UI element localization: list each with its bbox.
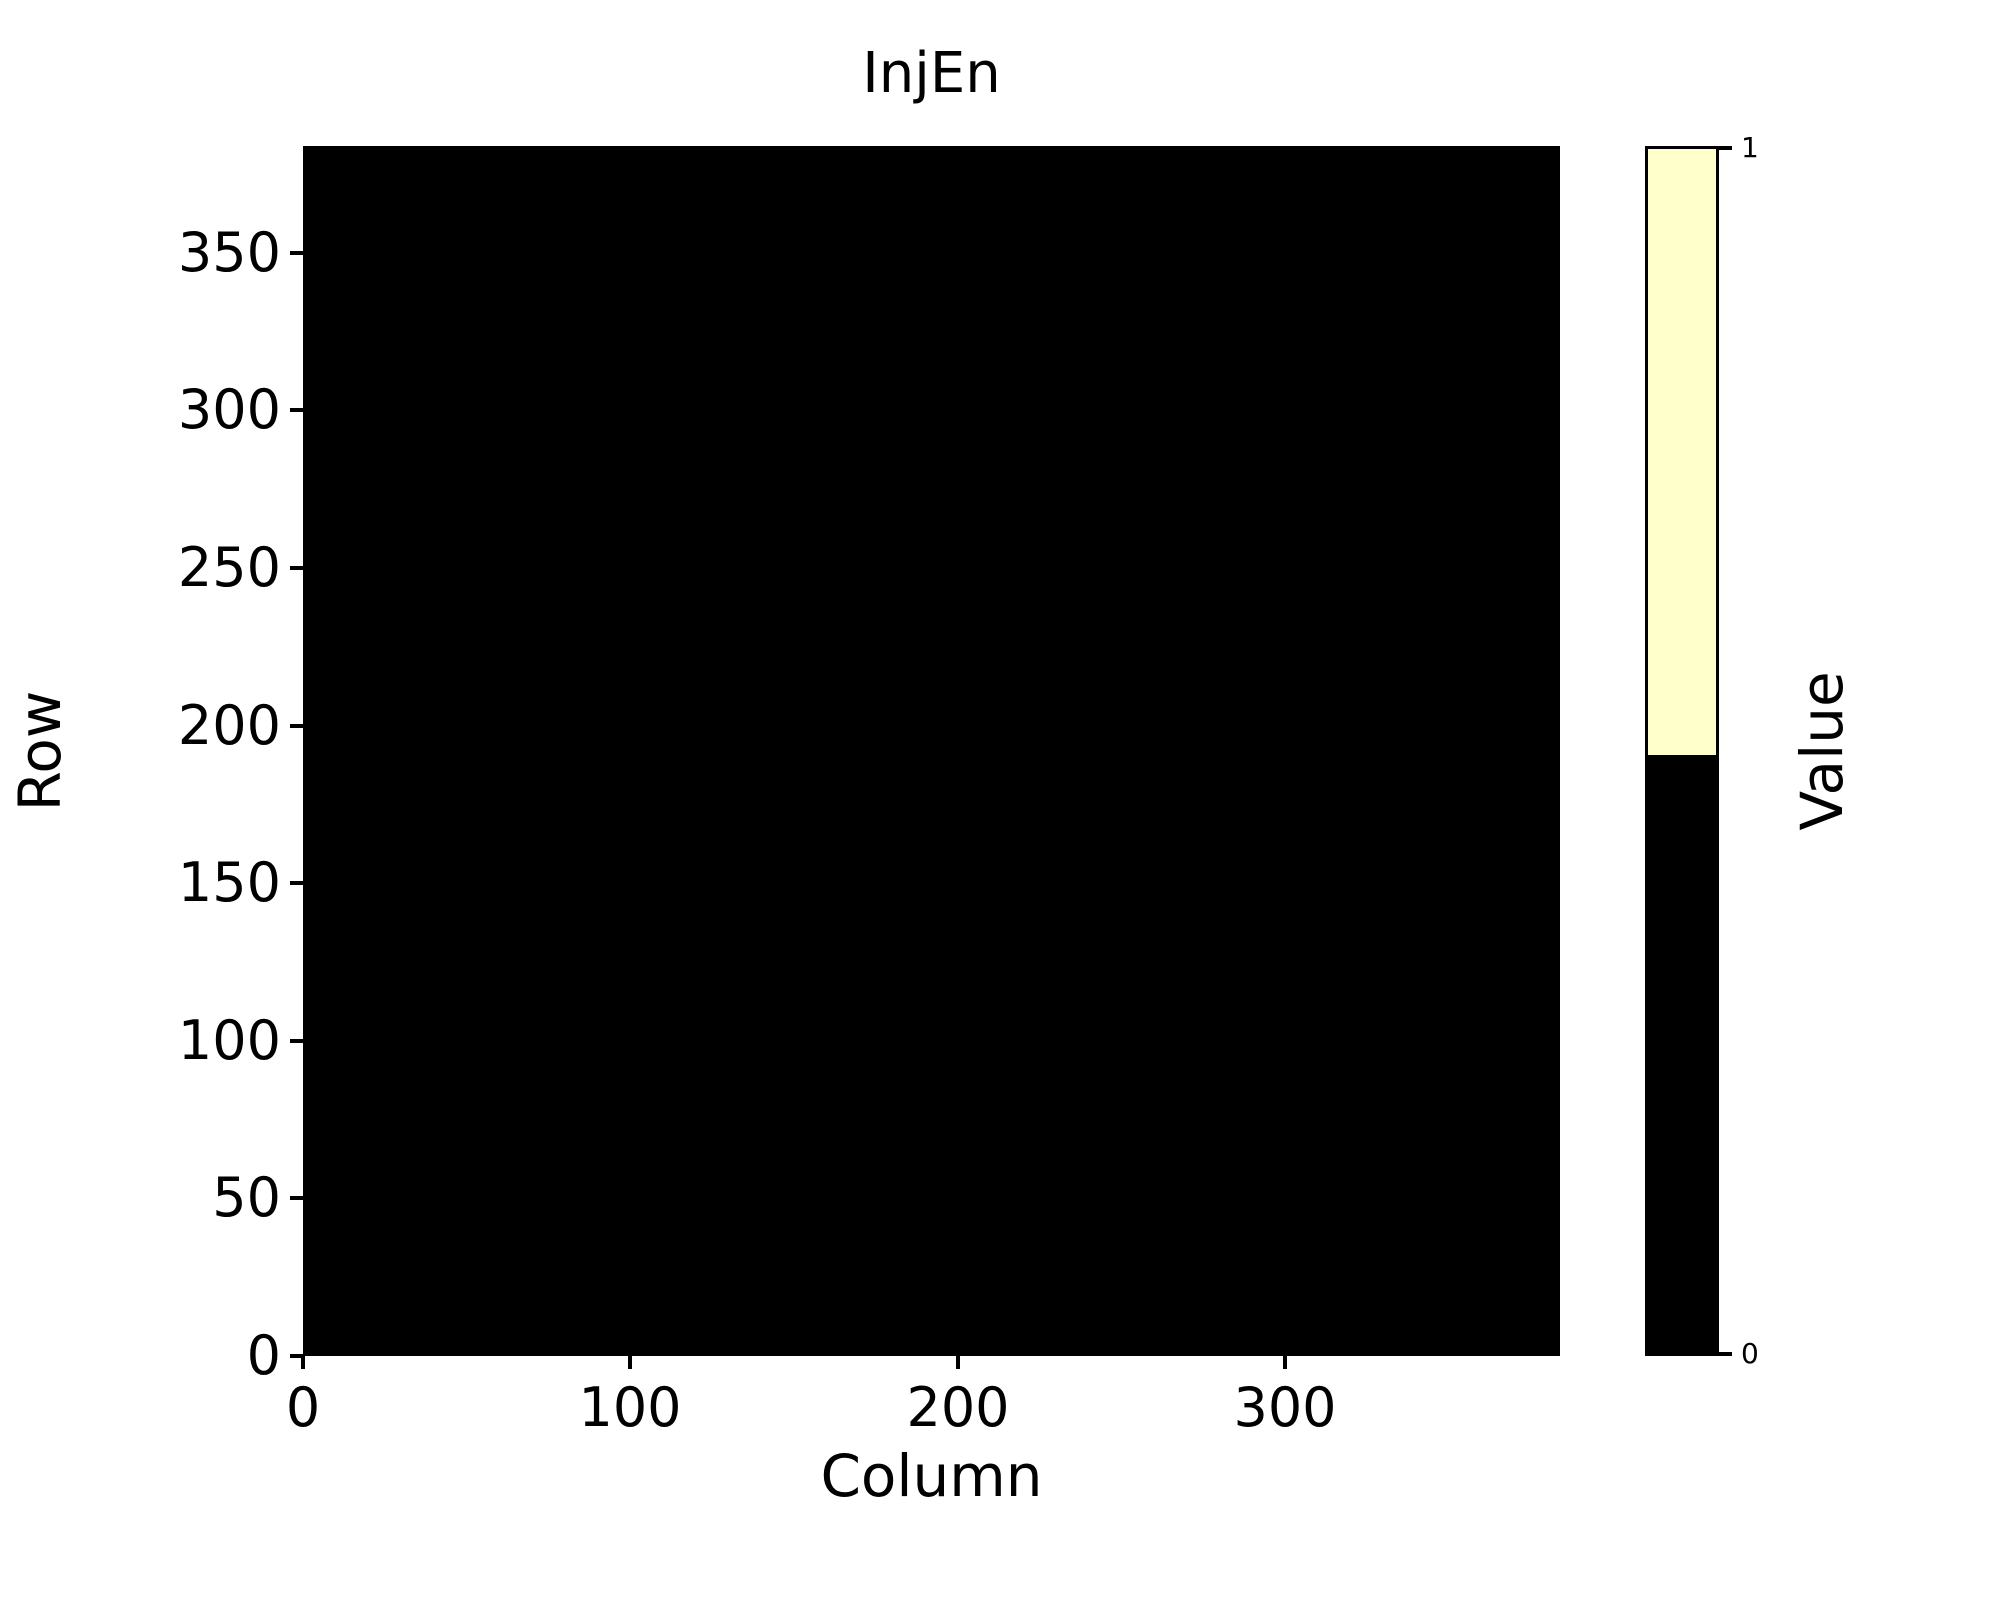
x-tick-mark xyxy=(301,1356,305,1369)
y-tick-mark xyxy=(290,1039,303,1043)
y-tick-label: 0 xyxy=(246,1324,281,1387)
y-tick-label: 350 xyxy=(177,221,281,284)
colorbar[interactable] xyxy=(1645,146,1719,1356)
x-tick-label: 300 xyxy=(1233,1376,1337,1439)
y-tick-label: 150 xyxy=(177,851,281,914)
colorbar-tick-mark xyxy=(1719,146,1732,150)
y-axis-label: Row xyxy=(6,690,74,812)
y-tick-label: 50 xyxy=(212,1166,281,1229)
x-axis-label: Column xyxy=(820,1442,1043,1510)
x-tick-mark xyxy=(956,1356,960,1369)
y-axis: 0 50 100 150 200 250 300 350 xyxy=(0,0,303,1600)
y-tick-mark xyxy=(290,881,303,885)
y-tick-mark xyxy=(290,408,303,412)
x-tick-mark xyxy=(628,1356,632,1369)
y-tick-mark xyxy=(290,724,303,728)
colorbar-tick-label: 1 xyxy=(1741,131,1759,164)
y-tick-label: 200 xyxy=(177,694,281,757)
colorbar-tick-label: 0 xyxy=(1741,1337,1759,1370)
colorbar-label: Value xyxy=(1788,671,1856,831)
y-tick-mark xyxy=(290,1354,303,1358)
plot-area[interactable] xyxy=(303,146,1560,1356)
y-tick-mark xyxy=(290,251,303,255)
y-tick-label: 100 xyxy=(177,1009,281,1072)
colorbar-tick-mark xyxy=(1719,1352,1732,1356)
y-tick-mark xyxy=(290,566,303,570)
x-tick-mark xyxy=(1283,1356,1287,1369)
heatmap-image xyxy=(303,146,1560,1356)
colorbar-segment-high xyxy=(1648,149,1716,755)
x-tick-label: 0 xyxy=(285,1376,321,1439)
y-tick-mark xyxy=(290,1196,303,1200)
y-tick-label: 250 xyxy=(177,536,281,599)
x-tick-label: 100 xyxy=(578,1376,682,1439)
page-title: InjEn xyxy=(862,41,1001,106)
colorbar-segment-low xyxy=(1648,754,1716,1353)
x-tick-label: 200 xyxy=(906,1376,1010,1439)
x-axis: 0 100 200 300 xyxy=(0,1356,2000,1600)
y-tick-label: 300 xyxy=(177,378,281,441)
